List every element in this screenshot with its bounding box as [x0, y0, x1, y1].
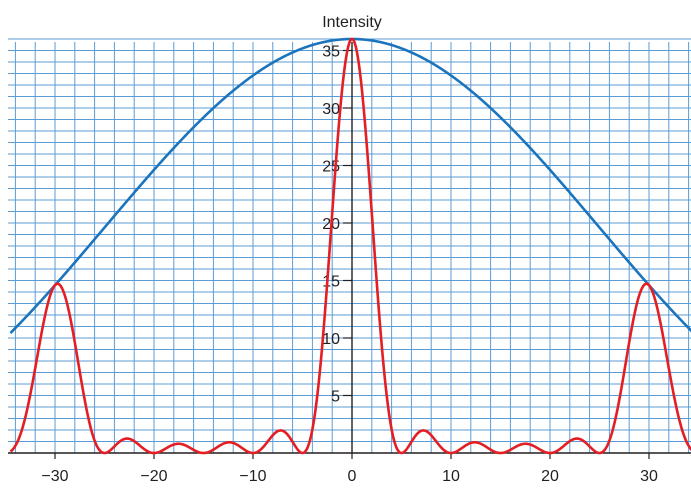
y-axis-title: Intensity — [322, 14, 382, 31]
x-tick-label: 20 — [541, 468, 559, 485]
x-tick-label: −20 — [140, 468, 167, 485]
y-tick-label: 5 — [331, 389, 340, 406]
x-tick-label: 10 — [442, 468, 460, 485]
envelope-series-line — [9, 37, 691, 334]
x-tick-label: 30 — [640, 468, 658, 485]
interference-series-line — [9, 37, 691, 455]
y-tick-label: 30 — [322, 101, 340, 118]
x-tick-label: −10 — [239, 468, 266, 485]
x-tick-label: −30 — [41, 468, 68, 485]
y-tick-label: 35 — [322, 44, 340, 61]
y-tick-label: 25 — [322, 159, 340, 176]
x-tick-label: 0 — [348, 468, 357, 485]
y-tick-label: 10 — [322, 331, 340, 348]
y-tick-label: 15 — [322, 274, 340, 291]
grid — [8, 38, 691, 453]
axes: Intensity — [8, 14, 691, 454]
